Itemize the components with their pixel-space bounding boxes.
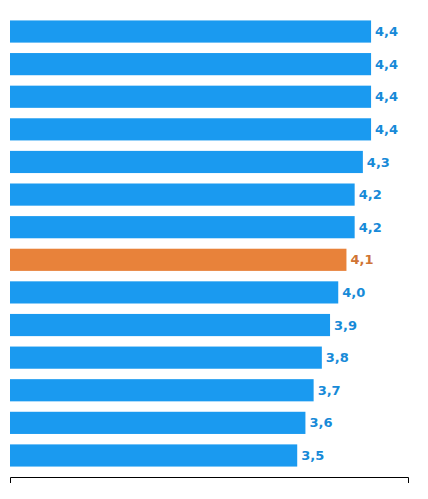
x-axis-line <box>11 478 409 484</box>
bar <box>10 151 363 173</box>
data-label: 3,6 <box>309 415 332 430</box>
data-label: 4,4 <box>375 122 398 137</box>
data-label: 3,9 <box>334 318 357 333</box>
data-label: 4,4 <box>375 24 398 39</box>
bar <box>10 444 297 466</box>
bar <box>10 216 355 238</box>
bar <box>10 249 346 271</box>
data-label: 4,2 <box>359 187 382 202</box>
data-label: 4,3 <box>367 155 390 170</box>
bar <box>10 118 371 140</box>
data-label: 4,4 <box>375 57 398 72</box>
bar <box>10 183 355 205</box>
data-label: 4,2 <box>359 220 382 235</box>
data-labels: 4,4 4,4 4,4 4,4 4,3 4,2 4,2 4,1 4,0 3,9 3,8 3,7 3,6 3… <box>301 24 398 463</box>
bar <box>10 314 330 336</box>
data-label: 4,4 <box>375 89 398 104</box>
bars <box>10 20 371 466</box>
data-label: 4,0 <box>342 285 365 300</box>
data-label: 3,8 <box>326 350 349 365</box>
plot: 4,4 4,4 4,4 4,4 4,3 4,2 4,2 4,1 4,0 3,9 3,8 3,7 3,6 3… <box>10 20 409 483</box>
bar <box>10 86 371 108</box>
bar <box>10 281 338 303</box>
bar <box>10 347 322 369</box>
x-axis <box>11 478 409 484</box>
data-label: 3,7 <box>318 383 341 398</box>
data-label: 4,1 <box>350 252 373 267</box>
bar <box>10 20 371 42</box>
bar <box>10 412 305 434</box>
data-label: 3,5 <box>301 448 324 463</box>
chart: 4,4 4,4 4,4 4,4 4,3 4,2 4,2 4,1 4,0 3,9 3,8 3,7 3,6 3… <box>0 0 428 499</box>
bar <box>10 53 371 75</box>
bar <box>10 379 314 401</box>
